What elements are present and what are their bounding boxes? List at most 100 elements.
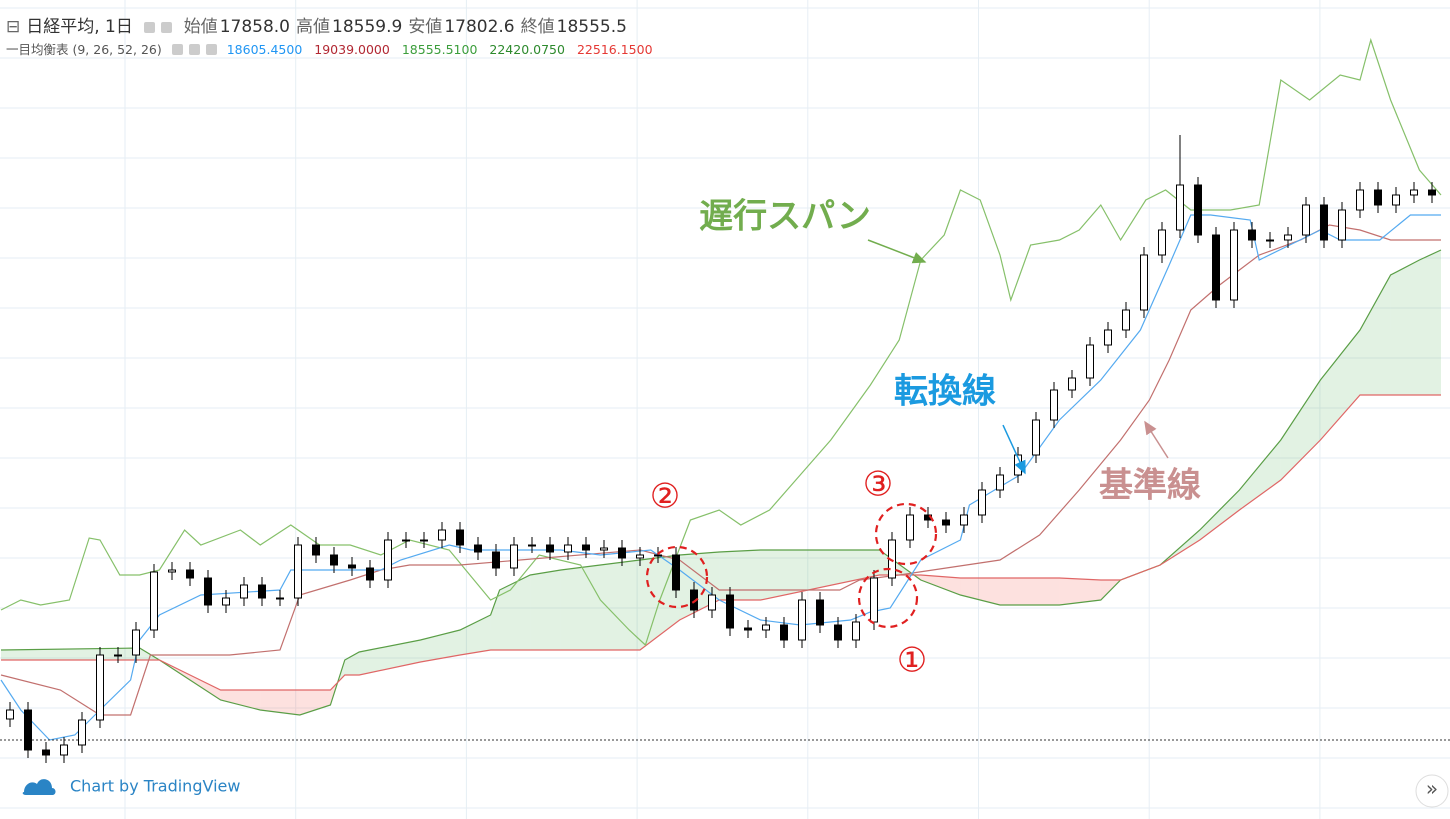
cloud-fill <box>760 550 880 600</box>
candle-body <box>150 571 158 631</box>
candle-body <box>636 554 644 559</box>
annotations: 遅行スパン 転換線 基準線 ① ② ③ Chart by TradingView… <box>22 197 1449 808</box>
candle-body <box>384 539 392 581</box>
candle-body <box>1428 189 1436 196</box>
cloud-fill <box>1280 380 1321 480</box>
candle-body <box>978 489 986 516</box>
candle-body <box>42 749 50 756</box>
cloud-fill <box>359 640 421 675</box>
candle-body <box>114 654 122 657</box>
arrow <box>1002 424 1026 475</box>
candle-body <box>1230 229 1238 301</box>
annotation: 基準線 <box>1099 466 1201 506</box>
candle-body <box>78 719 86 746</box>
candle-body <box>276 597 284 600</box>
candle-body <box>222 597 230 606</box>
candle-body <box>312 544 320 556</box>
candle-body <box>906 514 914 541</box>
candle-body <box>24 709 32 751</box>
span-a-line <box>0 249 1442 716</box>
candle-body <box>1050 389 1058 421</box>
candle-body <box>1392 194 1400 206</box>
candle-body <box>564 544 572 553</box>
candle-body <box>186 569 194 579</box>
cloud-fill <box>1 648 140 660</box>
span-b-line <box>1 394 1441 691</box>
candle-body <box>942 519 950 526</box>
candle-body <box>1338 209 1346 241</box>
cloud-fill <box>960 578 1000 605</box>
cloud-fill <box>1199 490 1240 540</box>
candle-body <box>1248 229 1256 241</box>
candle-body <box>258 584 266 599</box>
candle-body <box>474 544 482 553</box>
annotation: 転換線 <box>894 372 996 412</box>
cloud-fill <box>460 615 491 655</box>
cloud-fill <box>1419 250 1441 395</box>
candle-body <box>1302 204 1310 236</box>
candle-body <box>546 544 554 553</box>
cloud-fill <box>1239 440 1281 510</box>
cloud-fill <box>499 575 531 650</box>
candle-body <box>6 709 14 720</box>
indicator-line <box>0 214 1441 741</box>
candle-body <box>1410 189 1418 196</box>
candle-body <box>996 474 1004 491</box>
cloud-fill <box>299 690 331 715</box>
candle-body <box>1068 377 1076 391</box>
candle-body <box>1212 234 1220 301</box>
candle-body <box>744 627 752 631</box>
candle-body <box>1158 229 1166 256</box>
candle-body <box>1284 234 1292 241</box>
scroll-button[interactable] <box>1415 774 1449 808</box>
candle-body <box>402 539 410 542</box>
cloud-fill <box>1320 330 1360 440</box>
cloud-fill <box>1360 275 1391 395</box>
annotation: 遅行スパン <box>699 197 871 237</box>
candle-body <box>1140 254 1148 311</box>
candle-body <box>708 594 716 611</box>
plot <box>0 37 1450 763</box>
highlight-circle <box>857 567 919 629</box>
candle-body <box>1122 309 1130 331</box>
candle-body <box>132 629 140 656</box>
candle-body <box>204 577 212 606</box>
cloud-fill <box>1000 578 1060 605</box>
cloud-fill <box>600 560 640 650</box>
candle-body <box>1356 189 1364 211</box>
candle-body <box>168 569 176 573</box>
candle-body <box>348 564 356 569</box>
candle-body <box>1032 419 1040 456</box>
cloud-fill <box>260 690 300 715</box>
watermark: Chart by TradingView <box>70 777 240 796</box>
cloud-fill <box>530 570 561 650</box>
candle-body <box>618 547 626 559</box>
candle-body <box>60 744 68 756</box>
candle-body <box>528 544 536 547</box>
candle-body <box>330 554 338 566</box>
candle-body <box>582 544 590 551</box>
cloud-fill <box>190 675 221 700</box>
highlight-circle <box>645 545 709 609</box>
candle-body <box>492 551 500 569</box>
indicator-line <box>0 37 1442 647</box>
logo <box>22 779 56 795</box>
marker-label: ② <box>650 477 680 517</box>
cloud-fill <box>344 652 360 675</box>
candle-body <box>294 544 302 599</box>
candle-body <box>600 547 608 551</box>
candle-body <box>96 654 104 721</box>
candle-body <box>852 621 860 641</box>
candle-body <box>1320 204 1328 241</box>
candle-body <box>798 599 806 641</box>
highlight-circle <box>874 502 938 566</box>
scroll-button-label[interactable]: » <box>1426 777 1438 801</box>
cloud-fill <box>719 550 761 600</box>
candle-body <box>420 539 428 542</box>
candle-body <box>1104 329 1112 346</box>
cloud-fill <box>560 565 601 650</box>
candle-body <box>1176 184 1184 231</box>
candle-body <box>366 567 374 581</box>
